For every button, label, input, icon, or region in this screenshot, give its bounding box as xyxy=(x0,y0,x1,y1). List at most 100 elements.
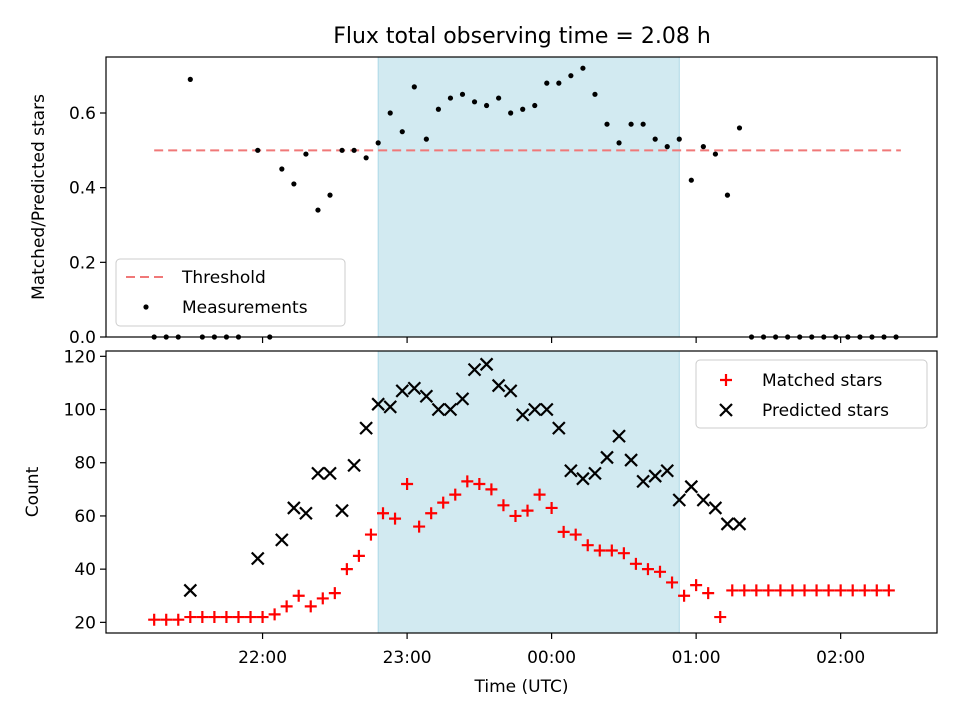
measurement-point xyxy=(447,95,454,101)
matched-star-point xyxy=(401,478,414,491)
measurement-point xyxy=(187,76,193,82)
measurement-point xyxy=(471,99,478,105)
matched-star-point xyxy=(364,528,377,541)
predicted-star-point xyxy=(183,583,198,598)
measurement-point xyxy=(592,91,598,97)
predicted-star-point xyxy=(250,551,265,566)
matched-star-point xyxy=(413,520,426,533)
legend-box xyxy=(695,359,928,429)
matched-star-point xyxy=(184,611,197,624)
predicted-star-point xyxy=(287,501,301,515)
y-tick-label: 60 xyxy=(74,507,96,527)
matched-star-point xyxy=(593,544,606,557)
predicted-star-point xyxy=(660,463,675,478)
matched-star-point xyxy=(437,496,450,509)
matched-star-point xyxy=(678,589,691,602)
matched-star-point xyxy=(316,592,329,605)
measurement-point xyxy=(616,140,622,146)
predicted-star-point xyxy=(503,384,518,398)
predicted-star-point xyxy=(419,389,434,404)
x-tick-label: 01:00 xyxy=(672,648,721,668)
predicted-star-point xyxy=(395,384,410,398)
measurement-point xyxy=(556,80,562,86)
legend-measurements-swatch xyxy=(143,304,149,310)
x-tick-label: 00:00 xyxy=(527,648,576,668)
predicted-star-point xyxy=(299,506,313,521)
predicted-star-point xyxy=(636,474,650,489)
top-plot-frame xyxy=(105,56,938,338)
legend-predicted-swatch xyxy=(719,403,733,417)
matched-star-point xyxy=(196,611,209,624)
matched-star-point xyxy=(545,501,558,514)
predicted-star-point xyxy=(407,381,422,396)
predicted-star-point xyxy=(527,402,542,417)
matched-star-point xyxy=(148,613,161,626)
measurement-point xyxy=(363,155,369,161)
measurement-point xyxy=(568,73,574,79)
bottom-plot-frame xyxy=(105,350,938,634)
chart-title: Flux total observing time = 2.08 h xyxy=(333,24,711,49)
measurement-point xyxy=(339,147,345,153)
predicted-star-point xyxy=(732,517,747,531)
matched-star-point xyxy=(449,488,462,501)
top-y-axis: 0.0 0.2 0.4 0.6 xyxy=(69,104,842,348)
matched-star-point xyxy=(846,584,859,597)
measurement-point xyxy=(483,102,490,109)
measurement-point xyxy=(375,140,381,146)
matched-star-point xyxy=(461,475,474,488)
legend-threshold-label: Threshold xyxy=(181,268,266,288)
x-tick-label: 23:00 xyxy=(383,648,432,668)
matched-star-point xyxy=(352,549,365,562)
matched-star-point xyxy=(641,563,654,576)
matched-star-point xyxy=(786,584,799,597)
count-panel: 20 40 60 80 100 120 22:00 23:00 00:00 01:00 02:00… xyxy=(23,347,938,697)
y-tick-label: 100 xyxy=(64,401,96,421)
predicted-star-point xyxy=(431,402,446,417)
matched-star-point xyxy=(220,611,233,624)
predicted-star-point xyxy=(479,357,494,372)
matched-star-point xyxy=(569,528,582,541)
matched-star-point xyxy=(160,613,173,626)
y-tick-label: 120 xyxy=(64,347,96,367)
predicted-star-point xyxy=(564,463,578,478)
predicted-star-point xyxy=(335,503,349,518)
matched-stars-series xyxy=(148,475,895,626)
predicted-star-point xyxy=(275,533,289,547)
matched-star-point xyxy=(557,525,570,538)
matched-star-point xyxy=(328,587,341,600)
y-tick-label: 80 xyxy=(74,454,96,474)
matched-star-point xyxy=(292,589,305,602)
predicted-star-point xyxy=(515,408,530,422)
measurement-point xyxy=(652,136,658,142)
predicted-star-point xyxy=(540,402,554,417)
measurement-point xyxy=(676,136,682,142)
matched-star-point xyxy=(244,611,257,624)
measurement-point xyxy=(459,91,466,97)
predicted-star-point xyxy=(455,392,470,406)
measurement-point xyxy=(532,102,538,109)
legend-matched-swatch xyxy=(720,374,732,386)
matched-star-point xyxy=(882,584,895,597)
matched-star-point xyxy=(750,584,763,597)
matched-star-point xyxy=(870,584,883,597)
measurement-point xyxy=(640,121,646,127)
predicted-star-point xyxy=(359,421,373,435)
x-axis: 22:00 23:00 00:00 01:00 02:00 xyxy=(238,633,865,668)
measurement-point xyxy=(496,95,502,101)
predicted-star-point xyxy=(467,362,482,377)
legend-matched-label: Matched stars xyxy=(762,371,882,391)
legend-predicted-label: Predicted stars xyxy=(762,401,889,421)
matched-star-point xyxy=(340,563,353,576)
measurement-point xyxy=(423,136,429,142)
matched-star-point xyxy=(425,507,438,520)
measurement-point xyxy=(351,147,357,153)
matched-star-point xyxy=(690,579,703,592)
matched-star-point xyxy=(377,507,389,520)
matched-star-point xyxy=(834,584,847,597)
measurement-point xyxy=(544,80,550,86)
x-tick-label: 22:00 xyxy=(238,648,287,668)
y-tick-label: 0.0 xyxy=(69,328,96,348)
predicted-star-point xyxy=(684,479,699,494)
matched-star-point xyxy=(581,539,594,552)
matched-star-point xyxy=(208,611,221,624)
